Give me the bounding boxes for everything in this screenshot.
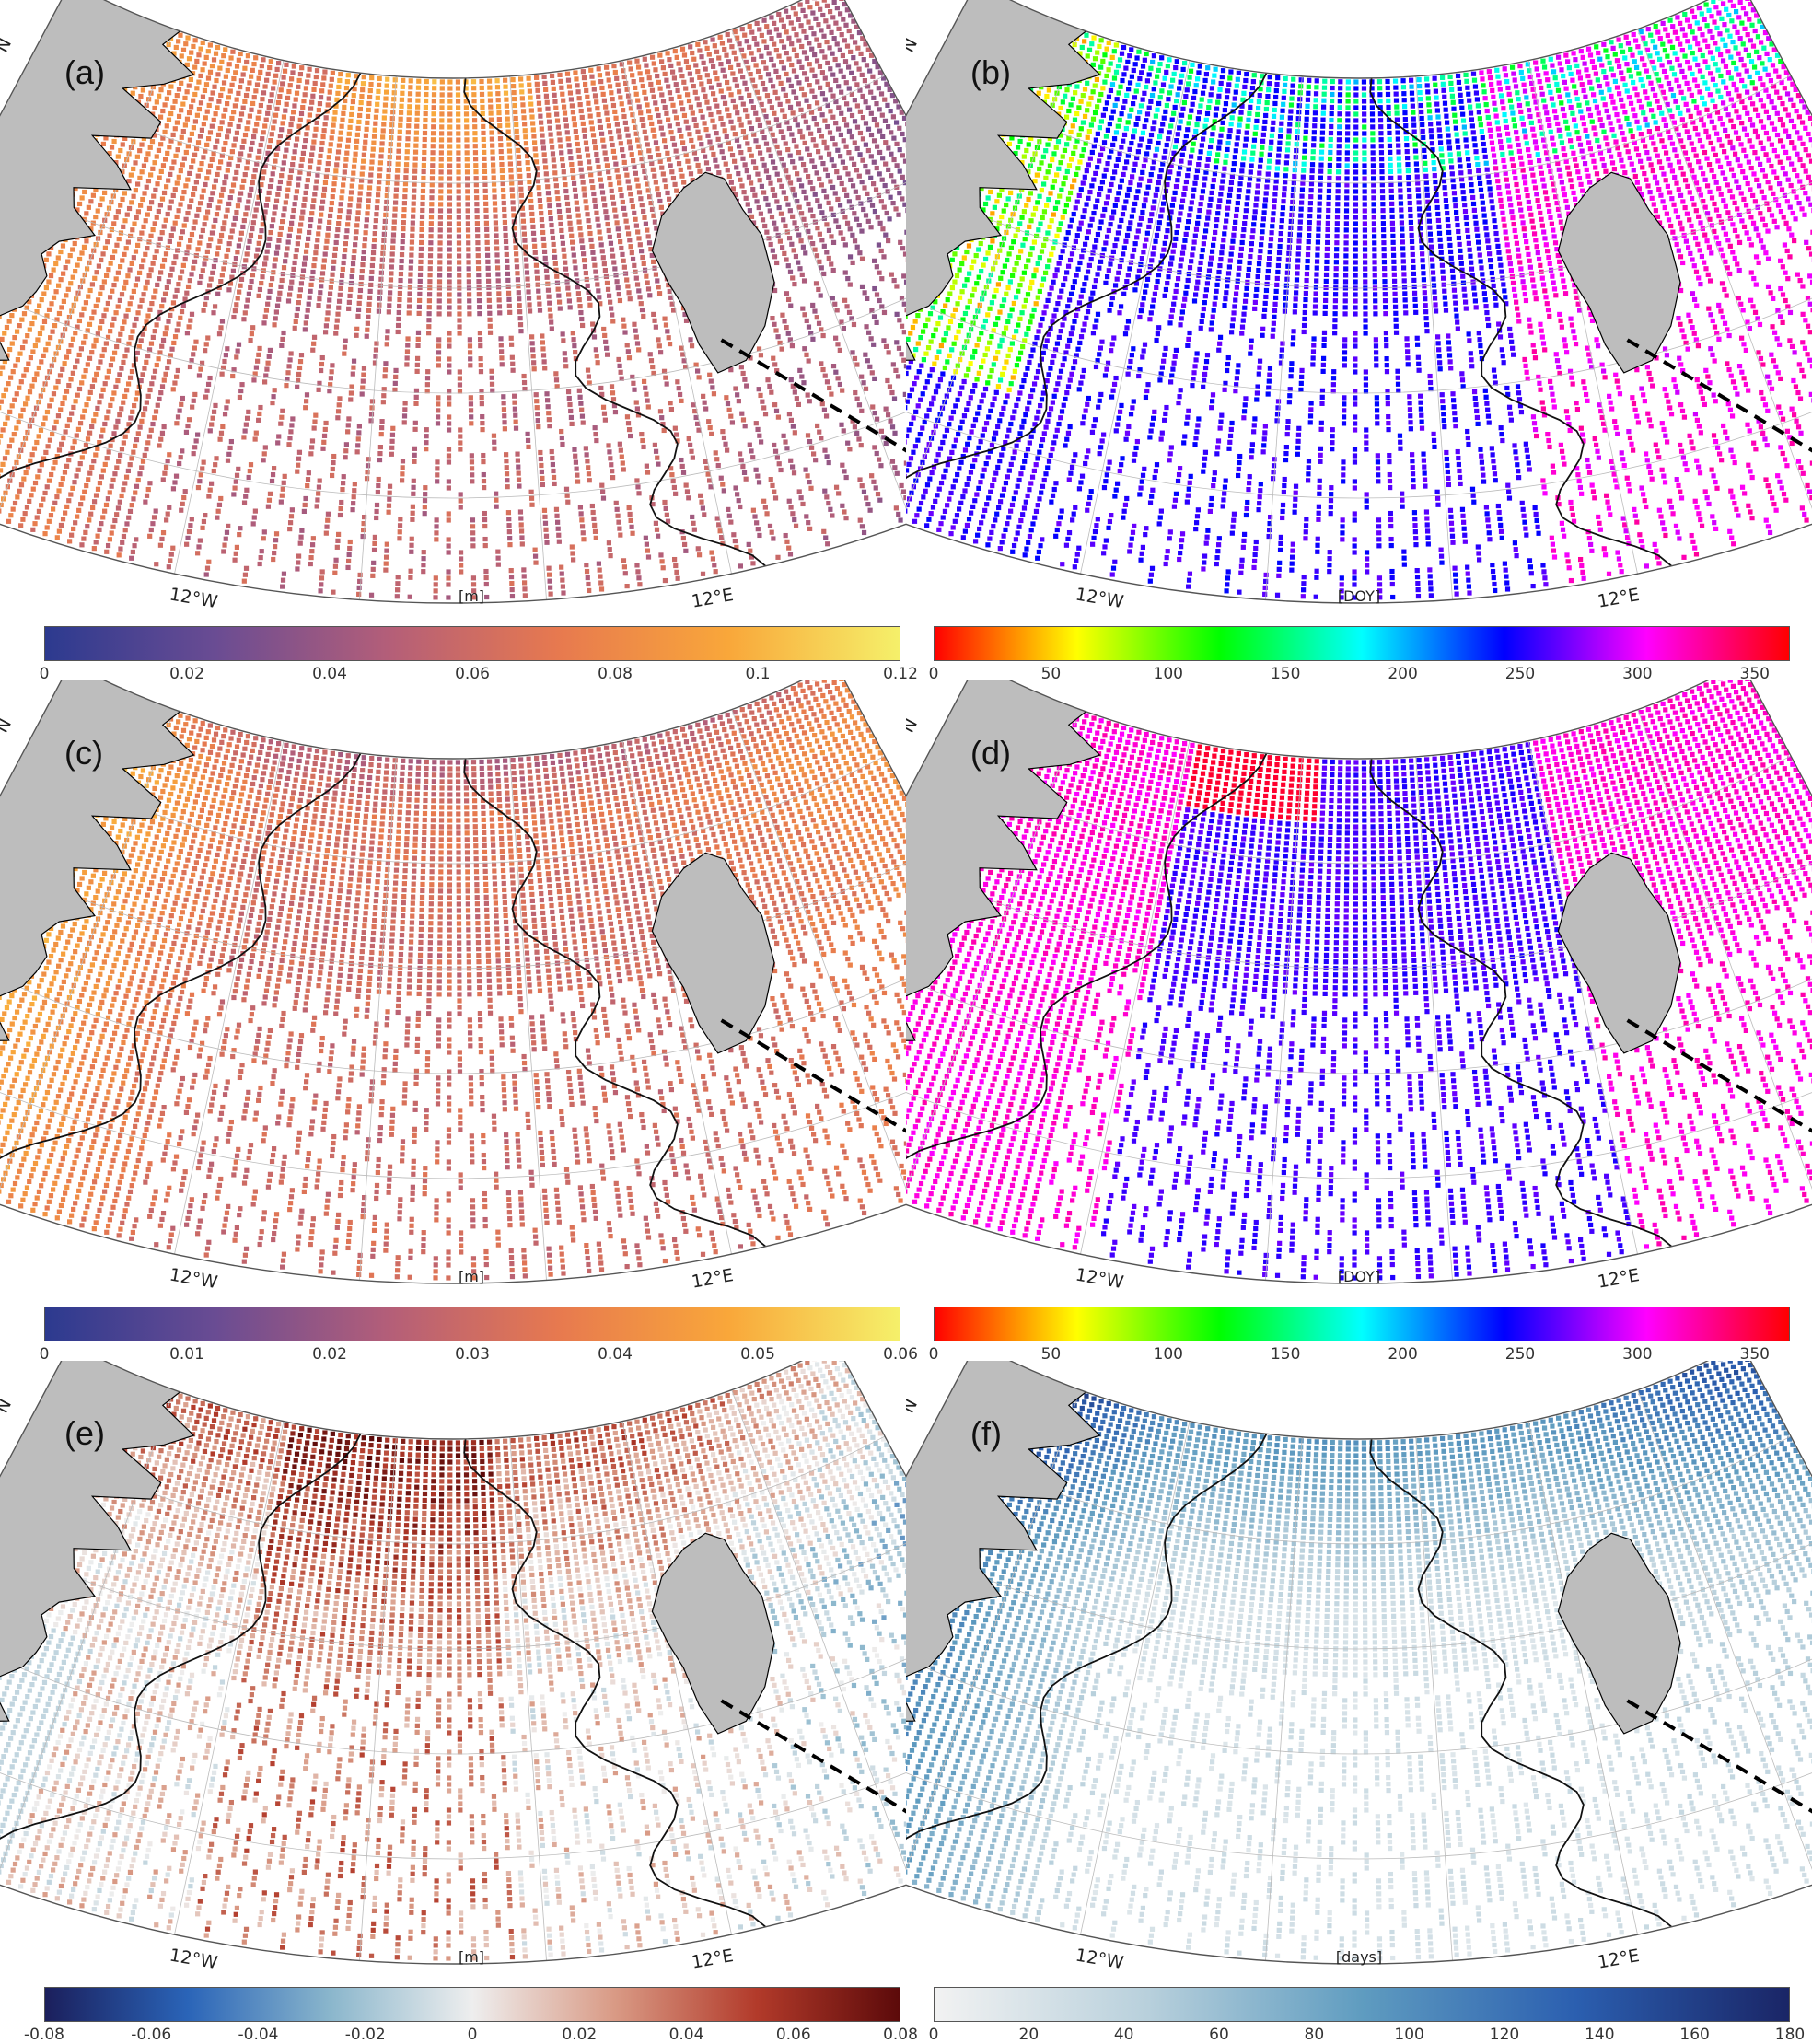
unit-label: [m] bbox=[435, 587, 508, 605]
colorbar bbox=[934, 1987, 1790, 2022]
unit-label: [m] bbox=[435, 1948, 508, 1966]
longitude-label: 12°E bbox=[1596, 585, 1641, 608]
colorbar-tick-label: -0.06 bbox=[131, 2026, 171, 2044]
colorbar-tick-label: -0.08 bbox=[24, 2026, 64, 2044]
colorbar-tick-label: 20 bbox=[1019, 2026, 1040, 2044]
panel-label: (c) bbox=[64, 734, 103, 772]
colorbar-tick-label: 60 bbox=[1209, 2026, 1229, 2044]
longitude-label: 12°W bbox=[1074, 1265, 1125, 1288]
polar-map: 24°W12°W0°12°E24°E72° N74° N76° N78° N80… bbox=[0, 1361, 906, 1969]
colorbar-tick-label: 120 bbox=[1490, 2026, 1519, 2044]
unit-label: [m] bbox=[435, 1268, 508, 1285]
colorbar-tick-label: -0.04 bbox=[238, 2026, 279, 2044]
colorbar-tick-label: 0.06 bbox=[776, 2026, 811, 2044]
map-panel-e: 24°W12°W0°12°E24°E72° N74° N76° N78° N80… bbox=[0, 1361, 906, 2041]
panel-label: (a) bbox=[64, 53, 105, 92]
map-panel-b: 24°W12°W0°12°E24°E72° N74° N76° N78° N80… bbox=[906, 0, 1812, 680]
map-panel-c: 24°W12°W0°12°E24°E72° N74° N76° N78° N80… bbox=[0, 680, 906, 1361]
panel-label: (f) bbox=[970, 1414, 1002, 1453]
polar-map: 24°W12°W0°12°E24°E72° N74° N76° N78° N80… bbox=[906, 1361, 1812, 1969]
colorbar-tick-label: -0.02 bbox=[345, 2026, 386, 2044]
map-panel-f: 24°W12°W0°12°E24°E72° N74° N76° N78° N80… bbox=[906, 1361, 1812, 2041]
longitude-label: 12°E bbox=[690, 1945, 735, 1969]
colorbar bbox=[934, 626, 1790, 661]
panel-label: (b) bbox=[970, 53, 1011, 92]
longitude-label: 12°W bbox=[1074, 1945, 1125, 1969]
longitude-label: 12°W bbox=[1074, 585, 1125, 608]
latitude-label: 80° N bbox=[0, 35, 16, 88]
colorbar-tick-label: 100 bbox=[1394, 2026, 1423, 2044]
longitude-label: 12°W bbox=[168, 1945, 219, 1969]
map-panel-d: 24°W12°W0°12°E24°E72° N74° N76° N78° N80… bbox=[906, 680, 1812, 1361]
colorbar-ticks: 0 20 40 60 80 100 120 140 160 180 bbox=[906, 2026, 1812, 2044]
colorbar bbox=[44, 626, 900, 661]
colorbar bbox=[44, 1987, 900, 2022]
polar-map: 24°W12°W0°12°E24°E72° N74° N76° N78° N80… bbox=[0, 0, 906, 608]
latitude-label: 80° N bbox=[0, 1396, 16, 1449]
longitude-label: 12°E bbox=[1596, 1945, 1641, 1969]
colorbar-tick-label: 0.02 bbox=[562, 2026, 597, 2044]
unit-label: [DOY] bbox=[1322, 1268, 1396, 1285]
polar-map: 24°W12°W0°12°E24°E72° N74° N76° N78° N80… bbox=[906, 680, 1812, 1288]
colorbar-tick-label: 40 bbox=[1114, 2026, 1134, 2044]
unit-label: [days] bbox=[1322, 1948, 1396, 1966]
latitude-label: 80° N bbox=[906, 715, 922, 769]
colorbar-tick-label: 140 bbox=[1585, 2026, 1614, 2044]
colorbar-tick-label: 180 bbox=[1775, 2026, 1805, 2044]
latitude-label: 80° N bbox=[906, 35, 922, 88]
map-panel-a: 24°W12°W0°12°E24°E72° N74° N76° N78° N80… bbox=[0, 0, 906, 680]
longitude-label: 12°E bbox=[690, 585, 735, 608]
colorbar-tick-label: 80 bbox=[1305, 2026, 1325, 2044]
latitude-label: 80° N bbox=[906, 1396, 922, 1449]
longitude-label: 12°W bbox=[168, 1265, 219, 1288]
colorbar-tick-label: 0.04 bbox=[669, 2026, 704, 2044]
latitude-label: 80° N bbox=[0, 715, 16, 769]
polar-map: 24°W12°W0°12°E24°E72° N74° N76° N78° N80… bbox=[906, 0, 1812, 608]
panel-label: (d) bbox=[970, 734, 1011, 772]
panel-label: (e) bbox=[64, 1414, 105, 1453]
colorbar-tick-label: 160 bbox=[1679, 2026, 1709, 2044]
colorbar-tick-label: 0 bbox=[468, 2026, 478, 2044]
colorbar-tick-label: 0 bbox=[929, 2026, 939, 2044]
polar-map: 24°W12°W0°12°E24°E72° N74° N76° N78° N80… bbox=[0, 680, 906, 1288]
colorbar bbox=[934, 1307, 1790, 1341]
longitude-label: 12°E bbox=[1596, 1265, 1641, 1288]
colorbar bbox=[44, 1307, 900, 1341]
longitude-label: 12°E bbox=[690, 1265, 735, 1288]
longitude-label: 12°W bbox=[168, 585, 219, 608]
unit-label: [DOY] bbox=[1322, 587, 1396, 605]
